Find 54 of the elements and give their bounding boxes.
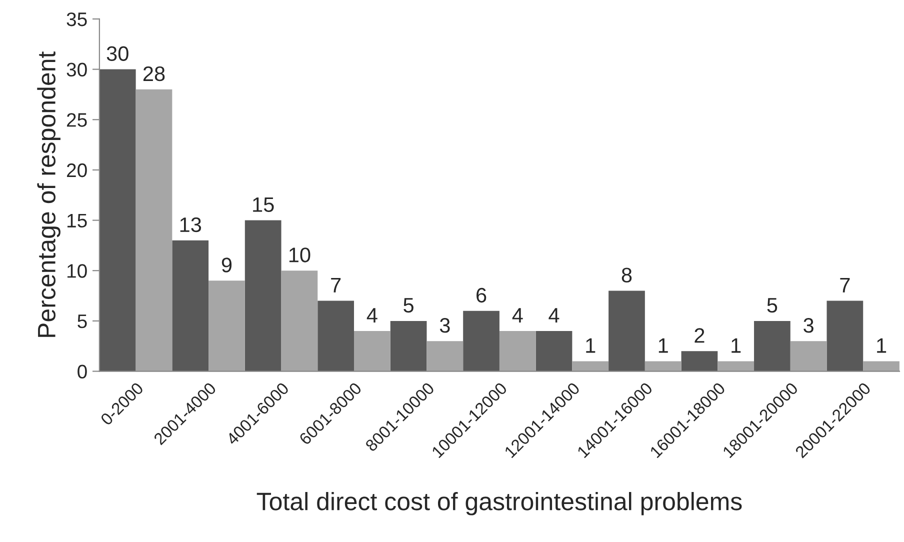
bar	[426, 341, 464, 372]
y-tick-label: 0	[78, 364, 87, 379]
bar	[644, 361, 682, 372]
bar	[754, 320, 790, 372]
data-label: 3	[440, 318, 450, 333]
y-tick-label: 20	[66, 163, 87, 178]
data-label: 5	[404, 298, 414, 313]
data-label: 8	[622, 268, 632, 282]
bar	[681, 351, 718, 372]
bar	[718, 361, 754, 372]
data-label: 1	[658, 338, 668, 353]
bar	[244, 220, 282, 372]
data-label: 6	[476, 288, 486, 303]
data-label: 10	[289, 248, 310, 262]
bar	[463, 310, 500, 372]
bar	[863, 361, 900, 372]
bar	[281, 270, 318, 372]
y-tick-label: 35	[66, 12, 87, 26]
data-label: 1	[586, 338, 596, 353]
y-tick-label: 15	[67, 214, 87, 228]
data-label: 4	[366, 308, 378, 323]
bar	[208, 280, 245, 372]
data-label: 30	[106, 46, 128, 62]
data-label: 4	[512, 308, 523, 323]
y-tick-label: 5	[78, 314, 87, 328]
y-tick-label: 10	[67, 264, 87, 278]
x-axis-title: Total direct cost of gastrointestinal problems	[256, 492, 742, 516]
data-label: 1	[877, 338, 886, 353]
data-label: 3	[804, 318, 814, 333]
bar	[826, 300, 864, 372]
bar	[172, 240, 209, 372]
bar	[354, 331, 390, 372]
bar	[790, 341, 827, 372]
data-label: 7	[331, 278, 341, 292]
bar	[499, 331, 536, 372]
bar	[136, 89, 172, 372]
data-label: 5	[767, 298, 778, 313]
data-label: 15	[253, 197, 274, 212]
bar	[318, 300, 354, 372]
data-label: 28	[143, 66, 165, 82]
bar	[608, 290, 645, 372]
bar	[390, 320, 427, 372]
data-label: 4	[548, 308, 560, 323]
y-axis-title: Percentage of respondent	[37, 51, 60, 337]
data-label: 2	[694, 328, 704, 343]
data-label: 9	[222, 258, 232, 272]
bar	[99, 69, 136, 372]
data-label: 7	[840, 278, 850, 292]
bar	[572, 361, 609, 372]
data-label: 1	[732, 338, 741, 353]
bar	[536, 331, 572, 372]
data-label: 13	[180, 217, 202, 232]
y-tick-label: 30	[66, 62, 87, 77]
y-tick-label: 25	[66, 113, 87, 127]
